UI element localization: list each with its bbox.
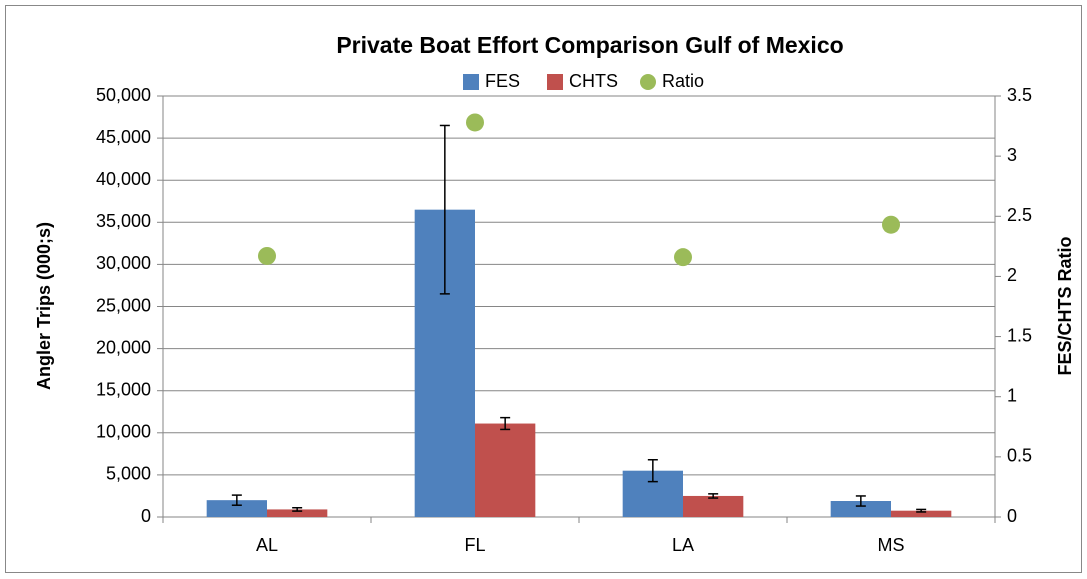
bar: [891, 510, 952, 517]
chart-title: Private Boat Effort Comparison Gulf of M…: [336, 32, 843, 58]
error-bar: [647, 458, 658, 483]
legend-swatch: [463, 74, 479, 90]
y-tick-label: 45,000: [96, 127, 151, 147]
y2-tick-label: 3: [1007, 145, 1017, 165]
y-tick-label: 40,000: [96, 169, 151, 189]
y-axis-title: Angler Trips (000;s): [34, 222, 54, 390]
y-tick-label: 10,000: [96, 422, 151, 442]
legend-label: FES: [485, 71, 520, 91]
y-tick-label: 0: [141, 506, 151, 526]
y2-tick-label: 1: [1007, 385, 1017, 405]
ratio-point: [674, 248, 692, 267]
bar: [206, 500, 267, 517]
y2-tick-label: 3.5: [1007, 85, 1032, 105]
x-tick-label: FL: [464, 535, 485, 555]
x-tick-label: LA: [672, 535, 694, 555]
y-tick-label: 15,000: [96, 379, 151, 399]
bar: [475, 423, 536, 517]
bar: [267, 509, 328, 517]
ratio-point: [258, 246, 276, 265]
y2-axis-title: FES/CHTS Ratio: [1055, 236, 1075, 375]
y2-tick-label: 0.5: [1007, 446, 1032, 466]
error-bar: [292, 506, 303, 512]
error-bar: [500, 416, 511, 431]
error-bar: [439, 124, 450, 295]
bar: [683, 495, 744, 517]
y2-tick-label: 0: [1007, 506, 1017, 526]
y-tick-label: 35,000: [96, 211, 151, 231]
error-bar: [855, 495, 866, 507]
y-tick-label: 50,000: [96, 85, 151, 105]
y-tick-label: 25,000: [96, 295, 151, 315]
error-bar: [708, 493, 719, 499]
legend-label: Ratio: [662, 71, 704, 91]
legend-label: CHTS: [569, 71, 618, 91]
error-bar: [231, 494, 242, 506]
bar: [830, 501, 891, 517]
ratio-point: [882, 215, 900, 234]
x-tick-label: AL: [256, 535, 278, 555]
y2-tick-label: 2: [1007, 265, 1017, 285]
y2-tick-label: 2.5: [1007, 205, 1032, 225]
ratio-point: [466, 113, 484, 132]
legend-swatch: [640, 74, 656, 90]
legend-swatch: [547, 74, 563, 90]
chart-border: [5, 5, 1082, 573]
x-tick-label: MS: [878, 535, 905, 555]
y-tick-label: 5,000: [106, 464, 151, 484]
y-tick-label: 20,000: [96, 337, 151, 357]
y-tick-label: 30,000: [96, 253, 151, 273]
error-bar: [916, 508, 927, 513]
y2-tick-label: 1.5: [1007, 325, 1032, 345]
